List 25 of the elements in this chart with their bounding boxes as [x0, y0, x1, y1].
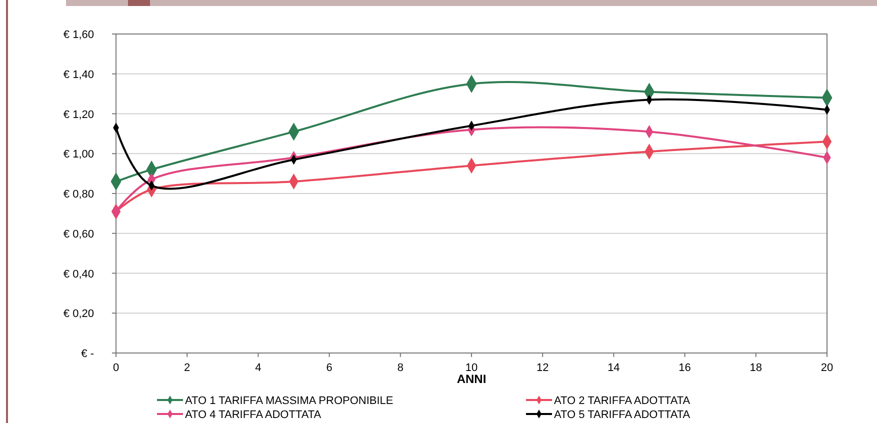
x-tick-label: 12	[536, 362, 549, 374]
x-tick-label: 4	[255, 362, 262, 374]
y-tick-label: € 1,40	[63, 68, 94, 81]
y-tick-label: € 0,20	[63, 308, 94, 320]
y-tick-label: € 0,60	[63, 228, 94, 240]
y-tick-label: € 0,80	[63, 188, 94, 200]
legend-label: ATO 1 TARIFFA MASSIMA PROPONIBILE	[185, 395, 394, 407]
x-axis-title: ANNI	[456, 372, 486, 386]
legend-label: ATO 5 TARIFFA ADOTTATA	[554, 409, 691, 421]
x-tick-label: 20	[820, 362, 834, 374]
y-tick-label: € 1,00	[63, 148, 94, 161]
x-tick-label: 10	[465, 362, 478, 374]
x-tick-label: 14	[608, 362, 620, 374]
x-tick-label: 18	[750, 362, 762, 374]
y-tick-label: € 1,20	[63, 108, 94, 121]
legend-label: ATO 2 TARIFFA ADOTTATA	[554, 395, 691, 407]
legend-label: ATO 4 TARIFFA ADOTTATA	[185, 409, 322, 421]
y-tick-label: € 0,40	[63, 268, 94, 280]
x-tick-label: 8	[397, 362, 404, 374]
x-tick-label: 0	[112, 362, 120, 374]
x-tick-label: 2	[184, 362, 190, 374]
x-tick-label: 16	[678, 362, 691, 374]
y-tick-label: € 1,60	[63, 29, 94, 41]
y-tick-label: € -	[81, 348, 94, 360]
x-tick-label: 6	[326, 362, 332, 374]
